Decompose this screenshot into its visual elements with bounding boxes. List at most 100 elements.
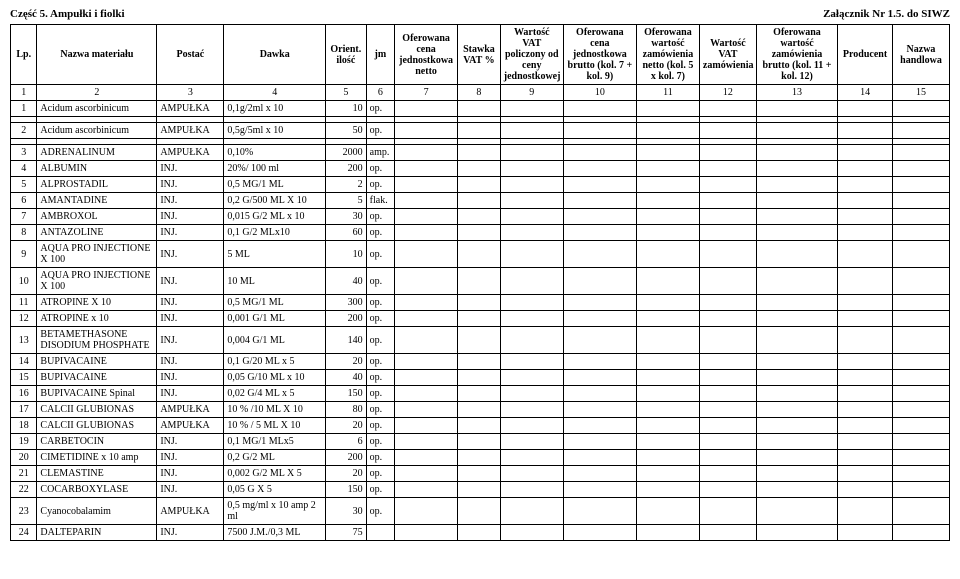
col-header-14: Producent [838,25,893,85]
table-row: 19CARBETOCININJ.0,1 MG/1 MLx56op. [11,434,950,450]
cell [563,123,636,139]
cell: 30 [326,209,367,225]
cell: INJ. [157,225,224,241]
cell [500,161,563,177]
cell [699,123,756,139]
cell: 11 [11,295,37,311]
table-row: 23CyanocobalamimAMPUŁKA0,5 mg/ml x 10 am… [11,498,950,525]
cell [395,123,458,139]
cell [699,418,756,434]
cell: 0,1 G/2 MLx10 [224,225,326,241]
cell: ATROPINE X 10 [37,295,157,311]
cell [563,161,636,177]
cell [395,386,458,402]
cell [893,327,950,354]
cell [636,354,699,370]
cell [500,311,563,327]
cell: 0,2 G/2 ML [224,450,326,466]
cell [395,466,458,482]
table-row: 9AQUA PRO INJECTIONE X 100INJ.5 ML10op. [11,241,950,268]
cell [500,101,563,117]
cell: op. [366,370,394,386]
cell: AMPUŁKA [157,145,224,161]
cell [893,295,950,311]
cell: INJ. [157,434,224,450]
cell [838,354,893,370]
col-num-4: 4 [224,85,326,101]
cell [838,418,893,434]
cell [838,225,893,241]
cell: op. [366,241,394,268]
cell: AMPUŁKA [157,402,224,418]
cell [500,450,563,466]
cell [395,418,458,434]
cell [838,193,893,209]
cell [699,209,756,225]
cell [395,354,458,370]
cell [458,402,501,418]
cell: 23 [11,498,37,525]
cell: 15 [11,370,37,386]
cell: 10 [326,241,367,268]
cell [893,498,950,525]
cell [563,145,636,161]
cell [395,311,458,327]
cell [563,225,636,241]
cell [699,354,756,370]
cell [395,525,458,541]
cell [838,525,893,541]
cell [458,386,501,402]
cell [458,241,501,268]
cell [500,177,563,193]
table-row: 4ALBUMININJ.20%/ 100 ml200op. [11,161,950,177]
cell [838,466,893,482]
column-number-row: 123456789101112131415 [11,85,950,101]
cell: op. [366,466,394,482]
cell [756,268,837,295]
materials-table: Lp.Nazwa materiałuPostaćDawkaOrient. ilo… [10,24,950,541]
cell: 0,5 MG/1 ML [224,177,326,193]
cell [563,268,636,295]
cell [458,525,501,541]
cell [838,177,893,193]
cell [458,161,501,177]
cell [636,482,699,498]
cell: CALCII GLUBIONAS [37,418,157,434]
cell: INJ. [157,311,224,327]
cell: INJ. [157,161,224,177]
cell: 0,1 G/20 ML x 5 [224,354,326,370]
cell: INJ. [157,525,224,541]
cell: 20 [326,418,367,434]
col-header-5: Orient. ilość [326,25,367,85]
cell: INJ. [157,466,224,482]
cell: ALBUMIN [37,161,157,177]
cell [500,123,563,139]
cell: 0,02 G/4 ML x 5 [224,386,326,402]
cell [699,268,756,295]
cell: AMPUŁKA [157,123,224,139]
cell: 0,2 G/500 ML X 10 [224,193,326,209]
cell: AQUA PRO INJECTIONE X 100 [37,241,157,268]
cell [458,370,501,386]
col-num-12: 12 [699,85,756,101]
cell [563,525,636,541]
cell: 18 [11,418,37,434]
cell [838,402,893,418]
cell [893,225,950,241]
cell: 60 [326,225,367,241]
cell [636,268,699,295]
cell [563,434,636,450]
cell [500,193,563,209]
cell: op. [366,434,394,450]
cell [636,145,699,161]
cell [458,209,501,225]
cell [395,209,458,225]
cell [893,268,950,295]
cell [756,525,837,541]
cell: op. [366,177,394,193]
cell: BUPIVACAINE [37,370,157,386]
col-num-5: 5 [326,85,367,101]
col-header-7: Oferowana cena jednostkowa netto [395,25,458,85]
cell: INJ. [157,327,224,354]
table-row: 21CLEMASTINEINJ.0,002 G/2 ML X 520op. [11,466,950,482]
